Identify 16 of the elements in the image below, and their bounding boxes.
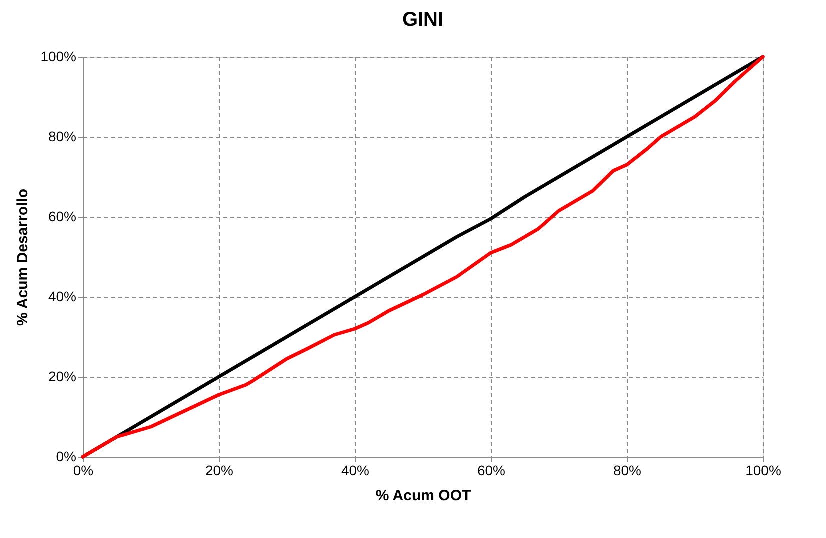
x-tick-label: 40%	[341, 462, 370, 478]
x-tick-label: 60%	[477, 462, 506, 478]
x-axis-title: % Acum OOT	[376, 488, 472, 504]
x-tick-label: 0%	[73, 462, 94, 478]
y-tick-label: 40%	[48, 288, 76, 304]
y-axis-title: % Acum Desarrollo	[14, 189, 32, 326]
chart-title: GINI	[402, 9, 444, 31]
x-tick-label: 20%	[205, 462, 234, 478]
y-tick-label: 60%	[48, 208, 76, 224]
y-tick-label: 80%	[48, 128, 76, 144]
line-series	[81, 55, 765, 459]
x-tick-label: 80%	[613, 462, 642, 478]
y-tick-label: 20%	[48, 368, 76, 384]
y-tick-label: 0%	[56, 448, 76, 464]
x-tick-label: 100%	[746, 462, 782, 478]
y-tick-label: 100%	[40, 48, 76, 64]
